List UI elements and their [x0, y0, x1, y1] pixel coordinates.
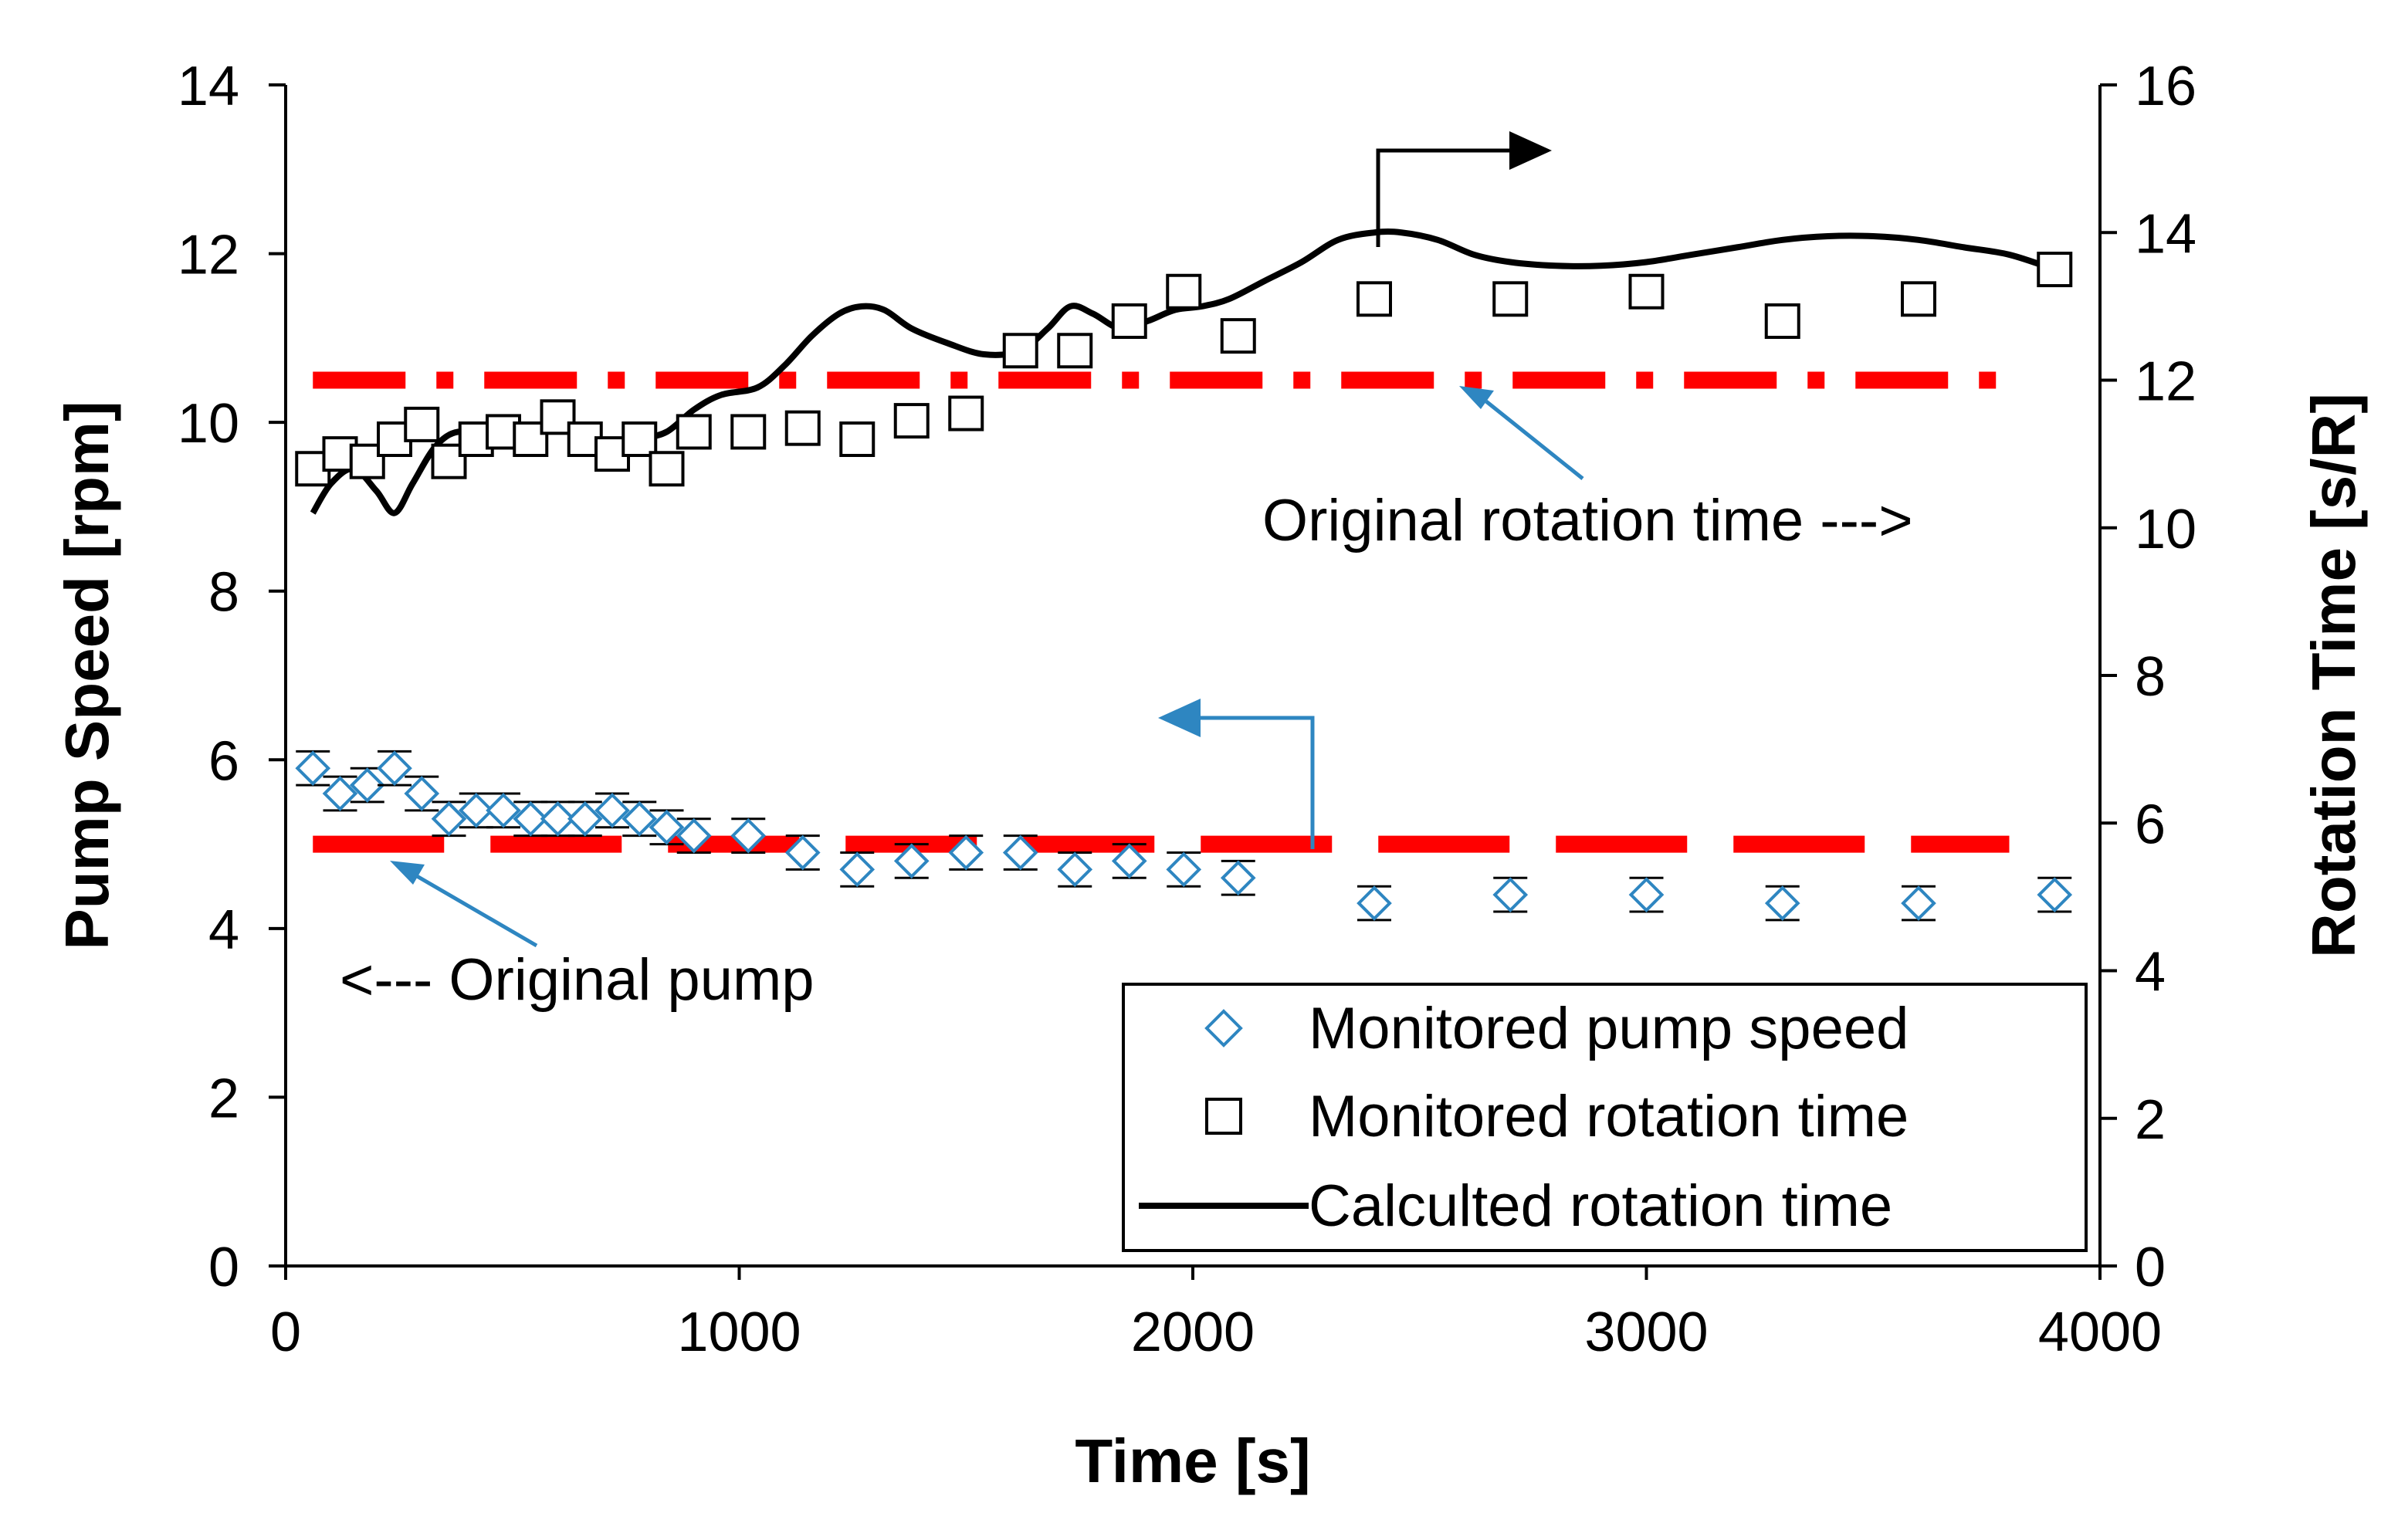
left-y-tick-label: 0	[208, 1237, 239, 1298]
rotation-time-point	[1002, 333, 1038, 369]
pump-speed-point	[622, 800, 658, 837]
rotation-time-point	[839, 421, 876, 457]
rotation-time-point	[1764, 303, 1800, 339]
x-tick-label: 4000	[2038, 1301, 2162, 1363]
rotation-time-point	[1057, 333, 1093, 369]
left-y-tick-label: 4	[208, 899, 239, 961]
pump-speed-point	[1057, 851, 1093, 888]
pump-speed-point	[377, 750, 412, 787]
rotation-time-point	[1628, 273, 1665, 310]
right-y-axis-title: Rotation Time [s/R]	[2299, 393, 2368, 958]
pump-speed-point	[1166, 851, 1202, 888]
x-tick-label: 2000	[1131, 1301, 1255, 1363]
annotation-original-rotation-text: Original rotation time --->	[1262, 488, 1913, 553]
annotation-original-pump: <--- Original pump	[340, 861, 815, 1013]
rotation-time-point	[1492, 281, 1529, 317]
pump-speed-markers	[295, 750, 2073, 922]
rotation-time-point	[1901, 281, 1936, 317]
pump-speed-point	[404, 776, 440, 811]
rotation-time-point	[2037, 252, 2073, 288]
rotation-time-point	[676, 414, 712, 450]
right-y-ticks: 0 2 4 6 8 10 12 14 16	[2100, 56, 2196, 1298]
x-tick-label: 0	[270, 1301, 301, 1363]
left-axis-direction-arrow	[1158, 699, 1315, 849]
legend-rotation-label: Monitored rotation time	[1309, 1084, 1909, 1149]
rotation-time-point	[622, 421, 658, 457]
pump-speed-point	[1356, 885, 1392, 921]
pump-speed-point	[649, 809, 685, 845]
pump-speed-point	[594, 793, 630, 828]
left-y-ticks: 0 2 4 6 8 10 12 14	[178, 56, 286, 1298]
pump-speed-point	[1628, 877, 1665, 912]
pump-speed-point	[893, 843, 930, 879]
pump-speed-point	[676, 817, 712, 854]
rotation-time-point	[1356, 281, 1392, 317]
rotation-time-point	[404, 406, 440, 442]
right-y-tick-label: 4	[2135, 942, 2166, 1004]
right-y-tick-label: 14	[2135, 203, 2196, 265]
right-axis-direction-arrow	[1376, 131, 1552, 247]
left-y-tick-label: 2	[208, 1068, 239, 1129]
x-tick-label: 1000	[677, 1301, 801, 1363]
left-y-axis-title: Pump Speed [rpm]	[52, 401, 121, 949]
rotation-time-point	[649, 451, 685, 487]
pump-speed-point	[513, 800, 549, 837]
rotation-time-point	[948, 395, 984, 432]
left-y-tick-label: 10	[178, 393, 239, 455]
pump-speed-point	[2037, 877, 2073, 912]
pump-speed-point	[322, 776, 358, 811]
rotation-time-point	[1111, 303, 1147, 339]
x-tick-label: 3000	[1584, 1301, 1708, 1363]
left-y-tick-label: 8	[208, 562, 239, 624]
legend-pump-label: Monitored pump speed	[1309, 996, 1909, 1061]
pump-speed-point	[948, 834, 984, 871]
pump-speed-point	[349, 767, 385, 803]
pump-speed-point	[1220, 860, 1256, 896]
rotation-time-point	[730, 414, 767, 450]
pump-speed-point	[295, 750, 331, 787]
right-y-tick-label: 8	[2135, 646, 2166, 708]
legend-calc-label: Calculted rotation time	[1309, 1173, 1892, 1239]
rotation-time-point	[784, 410, 821, 446]
pump-speed-point	[1901, 885, 1936, 921]
right-y-tick-label: 16	[2135, 56, 2196, 117]
right-y-tick-label: 6	[2135, 794, 2166, 855]
right-y-tick-label: 2	[2135, 1089, 2166, 1151]
left-y-tick-label: 14	[178, 56, 239, 117]
pump-speed-point	[784, 834, 821, 871]
annotation-original-pump-text: <--- Original pump	[340, 947, 815, 1013]
left-y-tick-label: 6	[208, 730, 239, 792]
legend-pump-marker	[1204, 1009, 1243, 1048]
pump-speed-point	[486, 793, 521, 828]
rotation-time-markers	[295, 252, 2073, 487]
legend: Monitored pump speed Monitored rotation …	[1122, 983, 2088, 1252]
annotation-original-rotation: Original rotation time --->	[1262, 386, 1913, 553]
pump-speed-point	[730, 817, 767, 854]
pump-speed-point	[431, 800, 467, 837]
x-ticks: 0 1000 2000 3000 4000	[270, 1266, 2162, 1363]
x-axis-title: Time [s]	[1075, 1427, 1310, 1495]
right-y-tick-label: 12	[2135, 351, 2196, 413]
pump-speed-point	[1492, 877, 1529, 912]
right-y-tick-label: 10	[2135, 499, 2196, 560]
rotation-time-point	[1220, 318, 1256, 354]
pump-speed-point	[839, 851, 876, 888]
rotation-time-point	[893, 403, 930, 439]
pump-speed-point	[458, 793, 494, 828]
pump-speed-point	[1764, 885, 1800, 921]
right-y-tick-label: 0	[2135, 1237, 2166, 1298]
left-y-tick-label: 12	[178, 225, 239, 286]
pump-speed-point	[1002, 834, 1038, 871]
pump-speed-point	[567, 800, 603, 837]
legend-rotation-marker	[1205, 1098, 1242, 1135]
pump-speed-point	[1111, 843, 1147, 879]
rotation-time-point	[1166, 273, 1202, 310]
pump-speed-point	[540, 800, 576, 837]
